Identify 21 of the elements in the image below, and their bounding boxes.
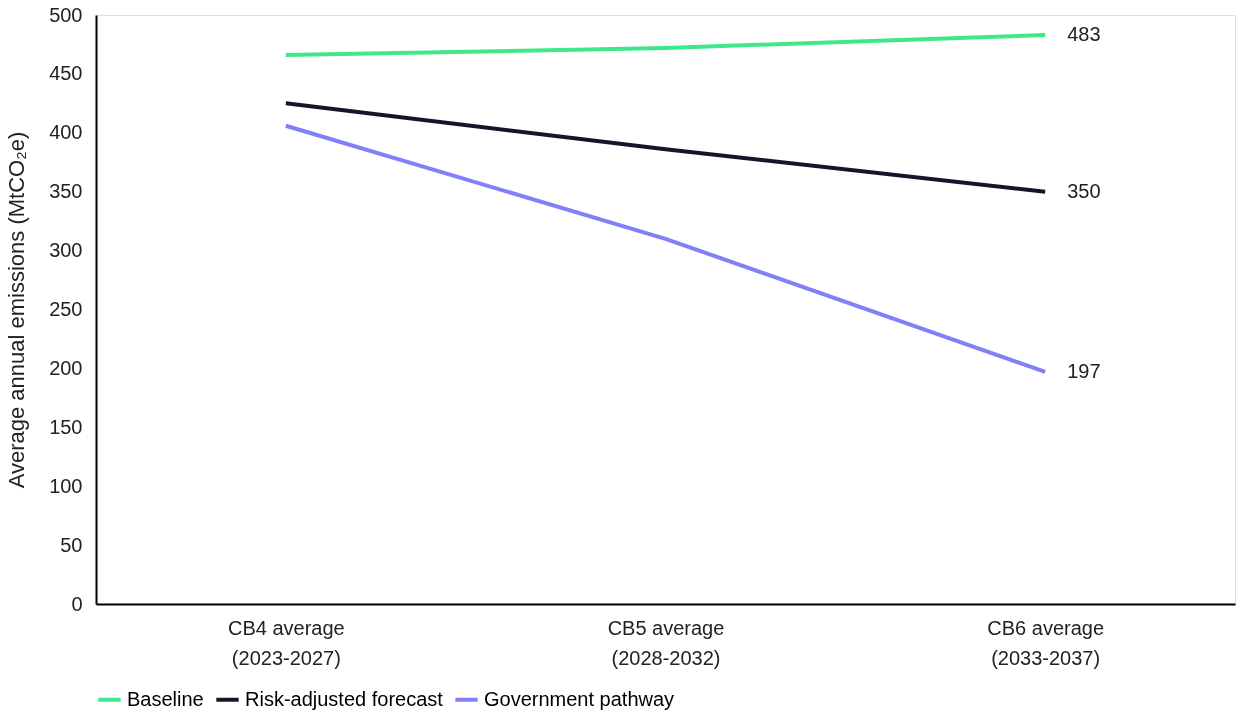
- y-tick-label: 500: [49, 3, 83, 26]
- y-tick-label: 200: [49, 356, 83, 379]
- legend-label: Risk-adjusted forecast: [245, 687, 444, 710]
- data-label: 350: [1067, 179, 1101, 202]
- x-tick-label: CB4 average (2023-2027): [227, 616, 345, 669]
- legend-label: Government pathway: [484, 687, 675, 710]
- y-tick-label: 300: [49, 239, 83, 262]
- y-tick-label: 150: [49, 415, 83, 438]
- data-label: 197: [1067, 359, 1101, 382]
- data-label: 483: [1067, 23, 1101, 46]
- y-axis-title: Average annual emissions (MtCO₂e): [4, 131, 30, 489]
- y-tick-label: 350: [49, 180, 83, 203]
- y-tick-label: 0: [71, 592, 83, 615]
- y-tick-label: 250: [49, 298, 83, 320]
- y-tick-label: 100: [49, 474, 83, 497]
- x-tick-label: CB6 average (2033-2037): [987, 616, 1105, 669]
- y-tick-label: 400: [49, 121, 83, 144]
- y-tick-label: 450: [49, 62, 83, 85]
- x-tick-label: CB5 average (2028-2032): [607, 616, 725, 669]
- legend-label: Baseline: [127, 687, 204, 710]
- y-tick-label: 50: [60, 533, 83, 556]
